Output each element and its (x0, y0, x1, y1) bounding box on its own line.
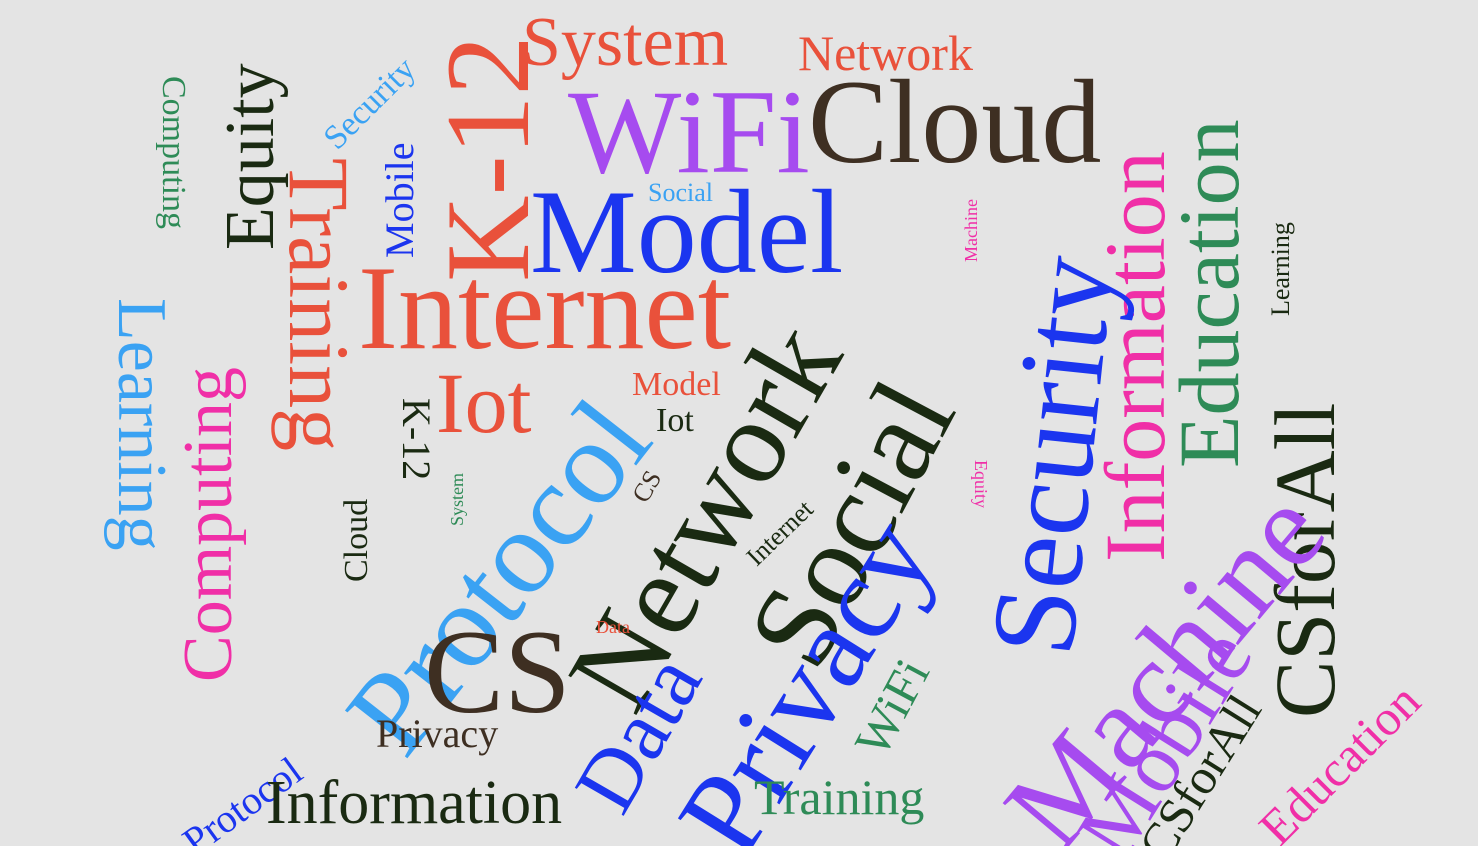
word-security-vertical: Security (965, 249, 1140, 662)
word-learning-small: Learning (1266, 222, 1295, 316)
word-machine-tiny: Machine (961, 199, 981, 262)
word-system-tiny: System (447, 472, 467, 526)
word-information-bottom: Information (266, 769, 563, 837)
word-cloud-large: Cloud (808, 55, 1102, 188)
word-training-rotated: Training (271, 158, 367, 452)
word-model-small: Model (632, 366, 721, 403)
word-learning-rotated: Learning (103, 298, 180, 551)
word-network: Network (798, 25, 973, 81)
word-security-small: Security (316, 50, 423, 157)
word-system: System (522, 4, 729, 81)
word-equity-tiny: Equity (971, 460, 991, 508)
word-training-bottom: Training (754, 769, 925, 825)
word-model-large: Model (530, 165, 844, 298)
word-internet-large: Internet (358, 241, 732, 374)
word-cloud-small: Cloud (338, 498, 375, 582)
word-wifi: WiFi (568, 65, 810, 198)
word-iot-small: Iot (656, 402, 694, 439)
word-cs-large: CS (424, 605, 571, 738)
word-education-vertical: Education (1161, 119, 1257, 468)
word-iot-large: Iot (436, 355, 532, 451)
word-social-small: Social (648, 178, 713, 207)
word-computing-vertical: Computing (170, 366, 247, 682)
word-data-tiny: Data (596, 617, 630, 637)
word-computing-flipped: Computing (155, 76, 192, 230)
word-k12-rotated: K-12 (394, 398, 439, 481)
word-privacy-small: Privacy (376, 711, 499, 756)
